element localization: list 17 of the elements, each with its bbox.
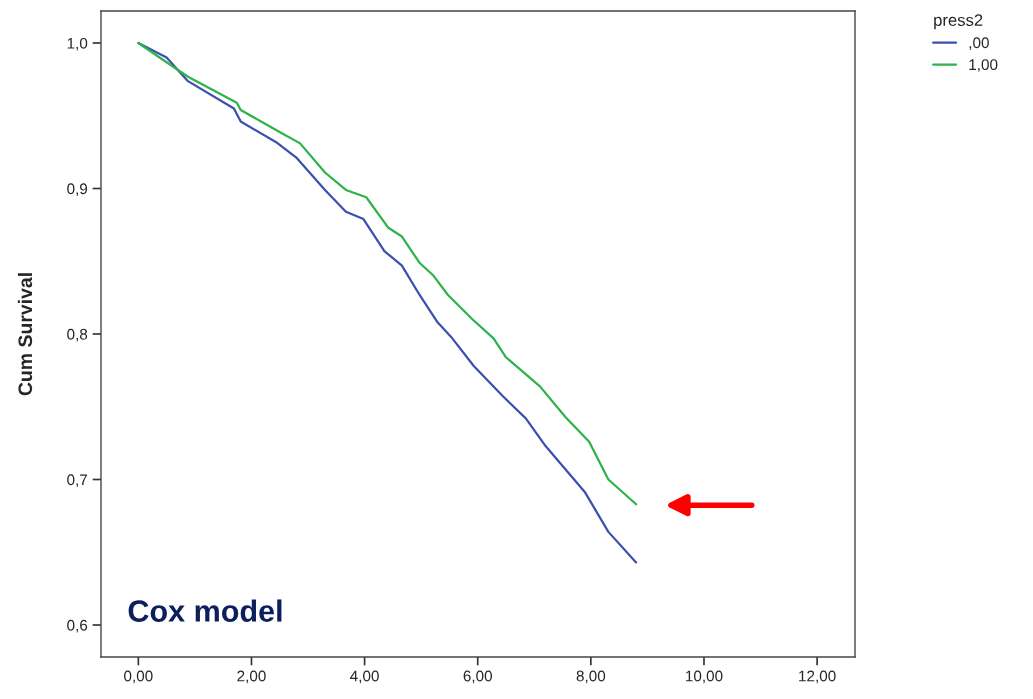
- x-tick-label: 10,00: [686, 670, 723, 684]
- x-tick-label: 2,00: [237, 670, 266, 684]
- x-tick-label: 4,00: [350, 670, 379, 684]
- x-tick-label: 6,00: [463, 670, 492, 684]
- legend-label: 1,00: [969, 59, 998, 72]
- x-tick-label: 12,00: [799, 670, 836, 684]
- y-tick-label: 0,6: [67, 619, 88, 633]
- y-tick-label: 1,0: [67, 37, 88, 51]
- annotation: Cox model: [128, 599, 282, 622]
- legend-title: press2: [934, 14, 983, 30]
- legend-label: ,00: [969, 37, 989, 50]
- y-axis-title: Cum Survival: [17, 273, 33, 396]
- x-tick-label: 8,00: [576, 670, 606, 684]
- y-tick-label: 0,9: [67, 183, 88, 196]
- y-tick-label: 0,7: [67, 474, 88, 487]
- y-tick-label: 0,8: [67, 328, 88, 342]
- x-tick-label: 0,00: [124, 670, 153, 684]
